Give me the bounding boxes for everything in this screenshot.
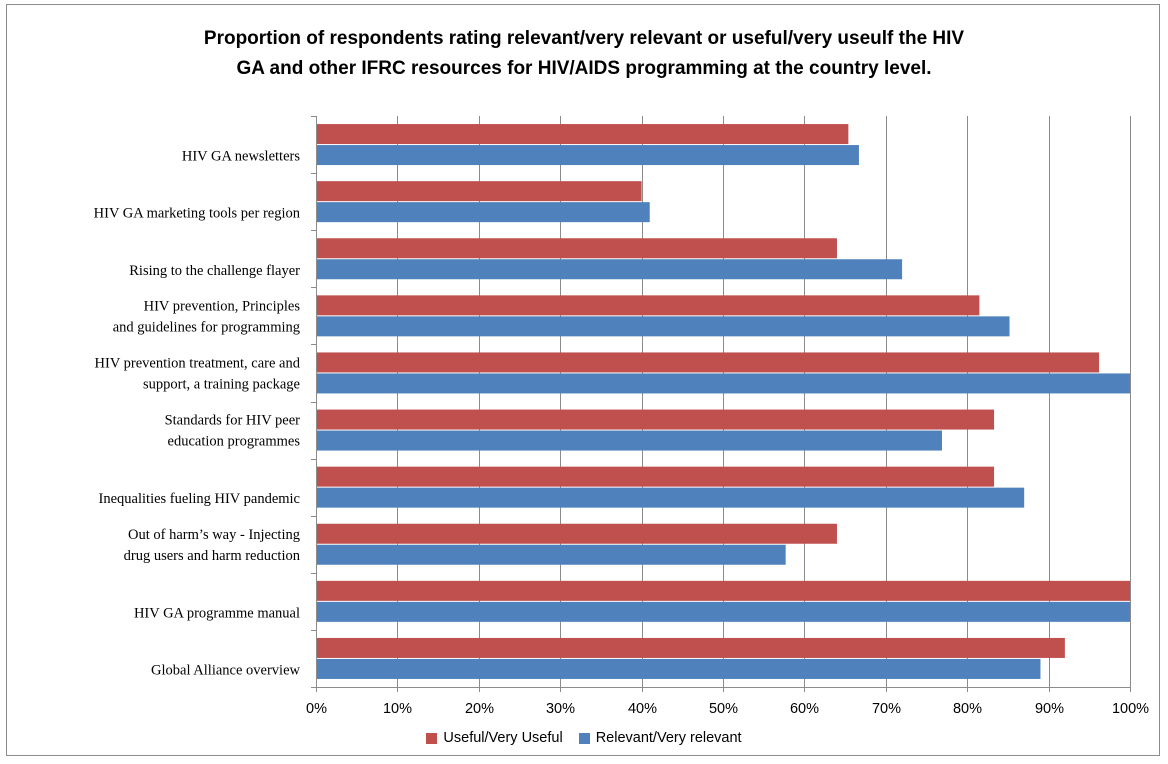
bar-relevant [317,487,1025,508]
x-tick-label: 80% [953,701,982,717]
bar-relevant [317,202,650,223]
bar-relevant [317,316,1010,337]
category-label: drug users and harm reduction [124,548,301,564]
category-label: Global Alliance overview [151,662,301,678]
chart-legend: Useful/Very Useful Relevant/Very relevan… [0,730,1168,746]
bar-useful [317,637,1065,658]
category-label: HIV prevention, Principles [144,298,301,314]
bar-relevant [317,259,903,280]
legend-swatch-relevant [578,732,590,744]
category-label: HIV GA marketing tools per region [94,206,301,222]
x-tick-label: 10% [383,701,412,717]
x-tick-label: 60% [790,701,819,717]
chart-title: Proportion of respondents rating relevan… [0,24,1168,84]
category-label: Rising to the challenge flayer [129,263,300,279]
legend-label-relevant: Relevant/Very relevant [595,730,742,746]
bar-relevant [317,544,786,565]
category-label: and guidelines for programming [113,319,300,335]
x-tick-label: 0% [306,701,327,717]
category-label: Standards for HIV peer [165,413,301,429]
bar-relevant [317,658,1041,679]
category-label: support, a training package [143,376,300,392]
bar-useful [317,295,980,316]
bar-relevant [317,145,859,166]
chart-title-line-2: GA and other IFRC resources for HIV/AIDS… [236,58,932,79]
category-label: Inequalities fueling HIV pandemic [99,491,300,507]
x-tick-label: 30% [546,701,575,717]
x-tick-label: 90% [1035,701,1064,717]
bar-useful [317,352,1100,373]
x-tick-label: 100% [1112,701,1149,717]
category-label: education programmes [168,434,301,450]
bar-useful [317,124,849,145]
x-tick-label: 70% [872,701,901,717]
legend-item-relevant: Relevant/Very relevant [578,730,742,746]
legend-label-useful: Useful/Very Useful [443,730,563,746]
category-label: HIV prevention treatment, care and [95,355,301,371]
bar-relevant [317,430,942,451]
x-tick-label: 50% [709,701,738,717]
bar-relevant [317,601,1130,622]
bar-useful [317,466,995,487]
x-tick-label: 20% [465,701,494,717]
bar-useful [317,580,1130,601]
category-label: HIV GA programme manual [134,605,300,621]
bar-relevant [317,373,1130,394]
legend-item-useful: Useful/Very Useful [426,730,563,746]
category-label: Out of harm’s way - Injecting [128,527,300,543]
legend-swatch-useful [426,732,438,744]
chart-title-line-1: Proportion of respondents rating relevan… [203,28,965,49]
x-tick-label: 40% [628,701,657,717]
bar-useful [317,181,642,202]
bar-useful [317,409,995,430]
bar-useful [317,238,837,259]
category-label: HIV GA newsletters [182,149,300,165]
bar-useful [317,523,837,544]
